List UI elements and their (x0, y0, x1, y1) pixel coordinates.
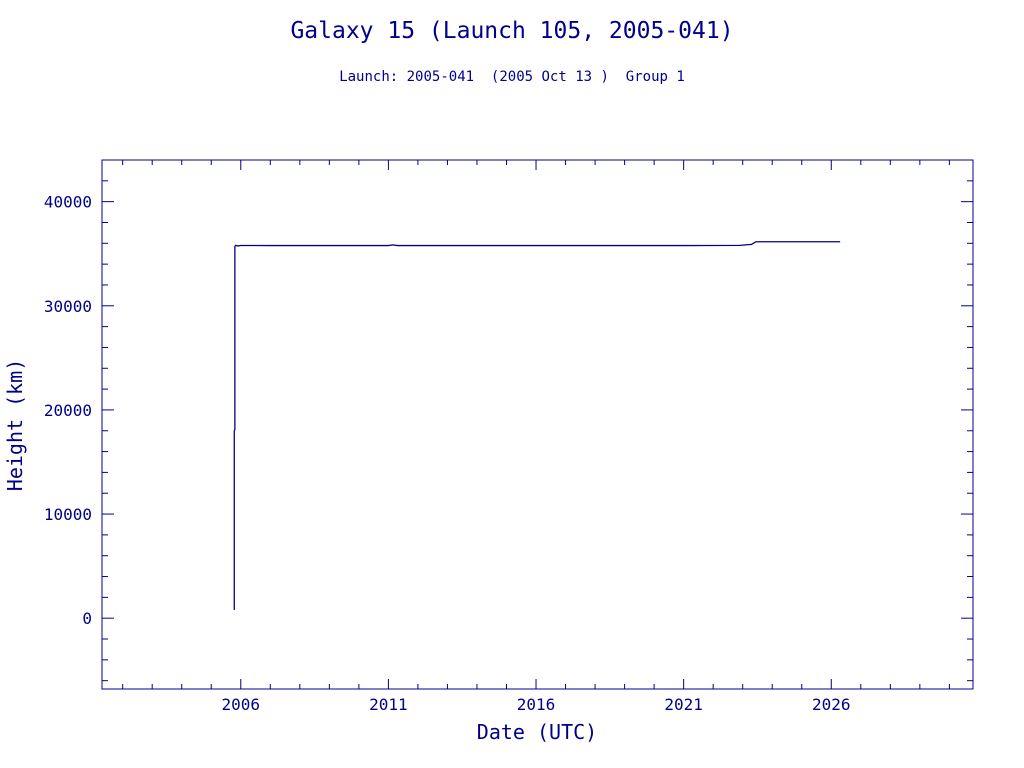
y-tick-label: 40000 (44, 193, 92, 212)
x-tick-label: 2021 (664, 695, 703, 714)
y-tick-label: 0 (82, 609, 92, 628)
plot-frame (101, 159, 974, 690)
x-tick-label: 2011 (369, 695, 408, 714)
y-tick-label: 20000 (44, 401, 92, 420)
chart-title: Galaxy 15 (Launch 105, 2005-041) (290, 18, 733, 44)
y-axis-label: Height (km) (3, 359, 27, 491)
x-tick-label: 2026 (812, 695, 851, 714)
x-axis-tick-labels: 2006 2011 2016 2021 2026 (222, 695, 851, 714)
height-series-line (233, 241, 841, 610)
y-tick-label: 10000 (44, 505, 92, 524)
y-axis-tick-labels: 0 10000 20000 30000 40000 (44, 193, 92, 629)
chart-subtitle: Launch: 2005-041 (2005 Oct 13 ) Group 1 (339, 69, 685, 85)
x-axis-ticks (122, 160, 950, 689)
y-axis-ticks (102, 159, 973, 682)
x-tick-label: 2006 (222, 695, 261, 714)
x-axis-label: Date (UTC) (477, 720, 597, 744)
x-tick-label: 2016 (517, 695, 556, 714)
y-tick-label: 30000 (44, 297, 92, 316)
